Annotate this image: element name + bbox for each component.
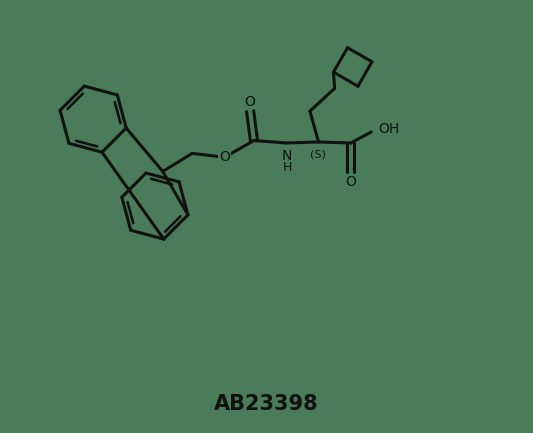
Text: O: O xyxy=(245,95,256,109)
Text: O: O xyxy=(219,150,230,164)
Text: (S): (S) xyxy=(310,150,326,160)
Text: AB23398: AB23398 xyxy=(214,394,319,414)
Text: O: O xyxy=(345,175,356,189)
Text: OH: OH xyxy=(378,122,400,136)
Text: H: H xyxy=(282,161,292,174)
Text: N: N xyxy=(282,149,293,163)
